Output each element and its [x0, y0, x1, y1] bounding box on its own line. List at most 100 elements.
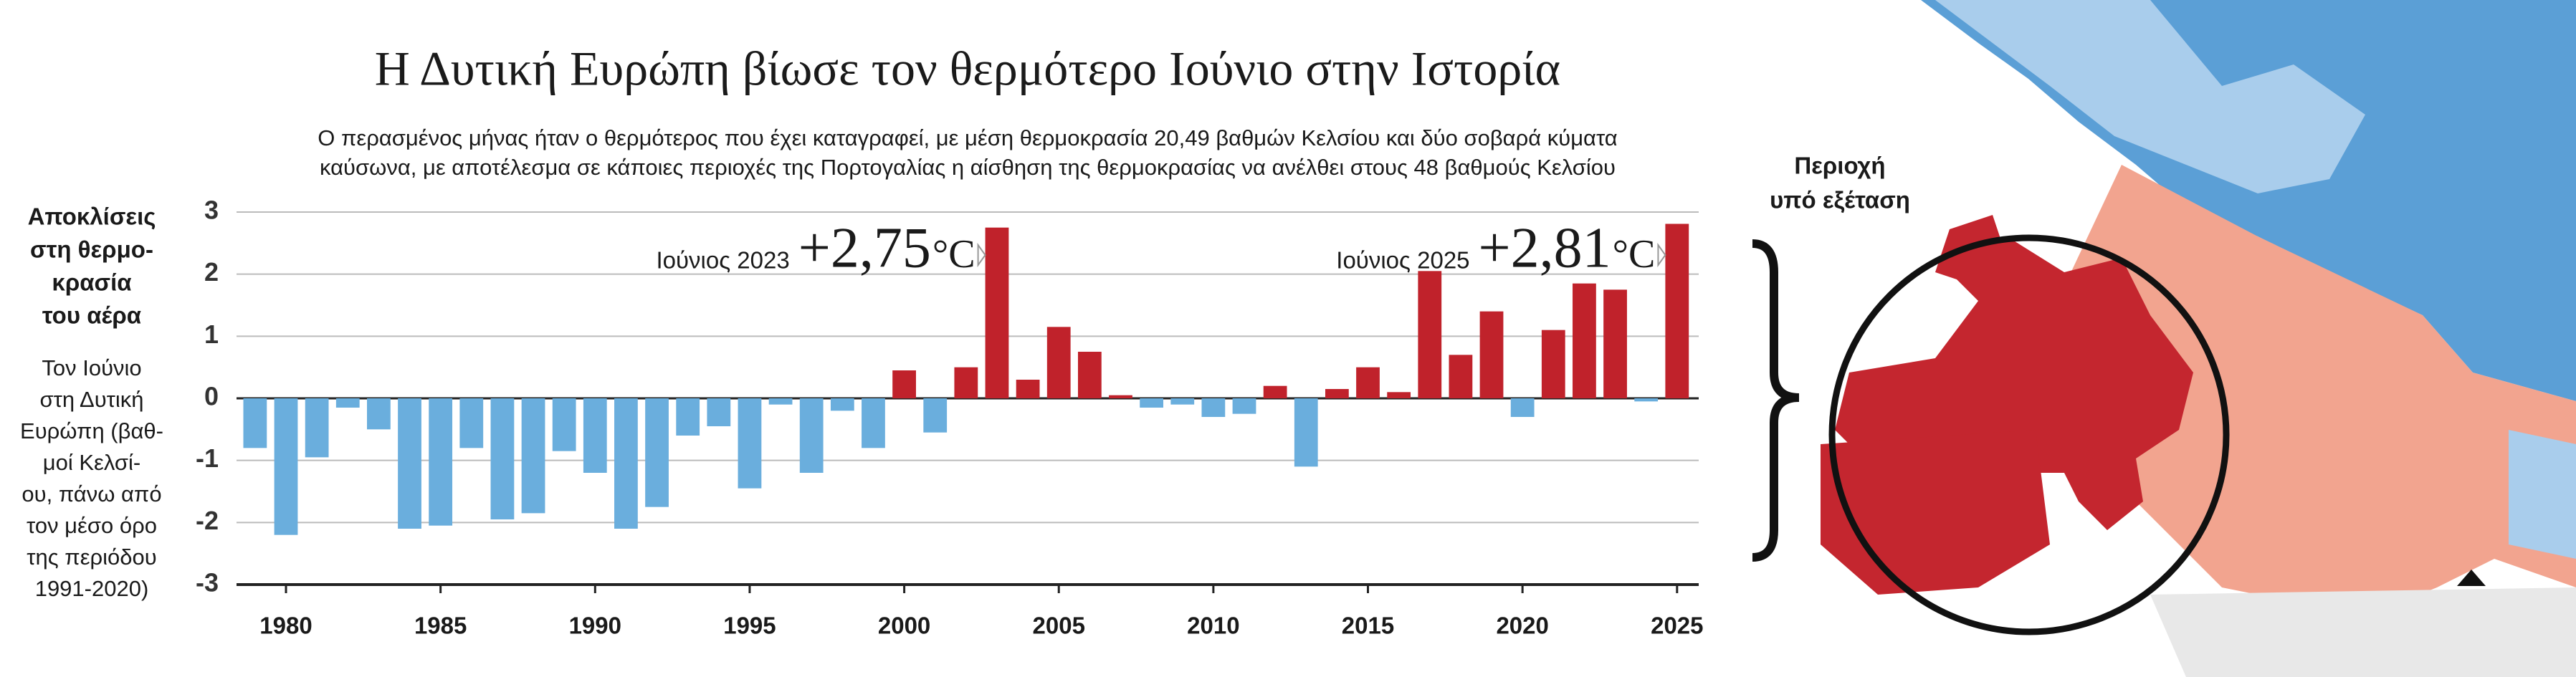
note-line: τον μέσο όρο [27, 513, 157, 538]
y-label-line: του αέρα [42, 302, 141, 329]
x-tick-label: 2025 [1651, 613, 1703, 639]
bar [1046, 327, 1071, 398]
bar [429, 398, 453, 526]
y-tick-label: 3 [204, 196, 219, 225]
y-tick-label: 2 [204, 257, 219, 287]
plot: -3 -2 -1 0 1 2 3 1980 1985 1990 1995 2000 2005 2010 20… [196, 196, 1704, 639]
annotation-label: Ιούνιος 2023 [656, 247, 789, 274]
x-tick-label: 2000 [878, 613, 930, 639]
y-tick-label: 1 [204, 320, 219, 349]
bar [367, 398, 391, 430]
annotation-value: +2,81 [1479, 216, 1611, 279]
note-line: Τον Ιούνιο [42, 355, 141, 380]
bar [1479, 311, 1504, 398]
x-tick-label: 2010 [1187, 613, 1239, 639]
x-tick-label: 2020 [1496, 613, 1548, 639]
bar [1356, 367, 1380, 398]
bar [1665, 224, 1689, 398]
bar [923, 398, 948, 433]
map [1742, 0, 2576, 677]
bar [274, 398, 298, 535]
bar [1077, 352, 1102, 398]
map-label-line: υπό εξέταση [1770, 187, 1910, 213]
map-label-line: Περιοχή [1794, 153, 1885, 179]
map-marker [2457, 570, 2486, 586]
annotation-pointer [977, 242, 986, 268]
x-tick-label: 1990 [569, 613, 621, 639]
bar [954, 367, 978, 398]
annotation-pointer [1657, 242, 1666, 268]
note-line: ου, πάνω από [22, 481, 161, 506]
y-tick-label: -1 [196, 443, 219, 473]
bar [768, 398, 793, 405]
subtitle-line: Ο περασμένος μήνας ήταν ο θερμότερος που… [318, 125, 1618, 150]
annotation-label: Ιούνιος 2025 [1336, 247, 1469, 274]
x-tick-label: 2015 [1342, 613, 1394, 639]
bar [243, 398, 267, 448]
bar [799, 398, 824, 473]
bar [490, 398, 515, 519]
bar [335, 398, 360, 408]
note-line: μοί Κελσί- [43, 450, 140, 475]
x-tick-label: 1985 [414, 613, 467, 639]
annotation: °C+2,81 Ιούνιος 2025 [1336, 216, 1666, 279]
subtitle-line: καύσωνα, με αποτέλεσμα σε κάποιες περιοχ… [320, 155, 1616, 180]
bar [1541, 330, 1565, 398]
note-line: 1991-2020) [35, 576, 149, 601]
y-tick-label: -2 [196, 506, 219, 535]
side-text: Αποκλίσεις στη θερμο-κρασία του αέρα Τον Ιο… [20, 203, 163, 601]
y-label-line: Αποκλίσεις [28, 203, 156, 230]
bar [1232, 398, 1256, 414]
chart-title: Η Δυτική Ευρώπη βίωσε τον θερμότερο Ιούν… [375, 42, 1560, 96]
y-tick-label: -3 [196, 568, 219, 597]
map-warm [2064, 165, 2576, 616]
bar [459, 398, 484, 448]
bar [1573, 283, 1596, 398]
bar [830, 398, 854, 411]
bar [1634, 398, 1659, 402]
bar [583, 398, 607, 473]
map-cool-2 [2509, 430, 2576, 559]
bar [552, 398, 576, 451]
y-label-line: κρασία [52, 269, 131, 296]
note-line: στη Δυτική [39, 387, 143, 412]
note-line: Ευρώπη (βαθ- [20, 418, 163, 443]
map-label: Περιοχή υπό εξέταση [1770, 153, 1910, 213]
bar [1387, 392, 1411, 398]
annotation-unit: °C [1613, 232, 1656, 277]
bar [1201, 398, 1226, 417]
map-cool [1935, 0, 2365, 193]
x-tick-label: 1980 [259, 613, 312, 639]
bar [892, 370, 916, 398]
y-tick-label: 0 [204, 382, 219, 411]
bar [1294, 398, 1318, 467]
bar [521, 398, 545, 514]
x-tick-label: 2005 [1033, 613, 1085, 639]
bar [676, 398, 700, 436]
y-label-line: στη θερμο- [30, 236, 153, 263]
bar [1263, 385, 1287, 398]
bar [985, 227, 1009, 398]
note-line: της περιόδου [27, 544, 156, 570]
annotation: °C+2,75 Ιούνιος 2023 [656, 216, 986, 279]
annotation-unit: °C [932, 232, 975, 277]
bar [862, 398, 885, 448]
bar [707, 398, 731, 426]
bar [645, 398, 669, 507]
bar [1170, 398, 1195, 405]
annotation-value: +2,75 [798, 216, 931, 279]
bar [738, 398, 762, 489]
bar [398, 398, 421, 529]
map-sea [2150, 587, 2576, 677]
bar [1603, 289, 1627, 398]
map-iberia [1821, 430, 2050, 595]
subtitle: Ο περασμένος μήνας ήταν ο θερμότερος που… [318, 125, 1618, 180]
bar [305, 398, 329, 458]
region-circle [1828, 234, 2230, 635]
bar [1449, 355, 1473, 398]
bar [1510, 398, 1535, 417]
bar [614, 398, 638, 529]
bar [1418, 271, 1442, 398]
